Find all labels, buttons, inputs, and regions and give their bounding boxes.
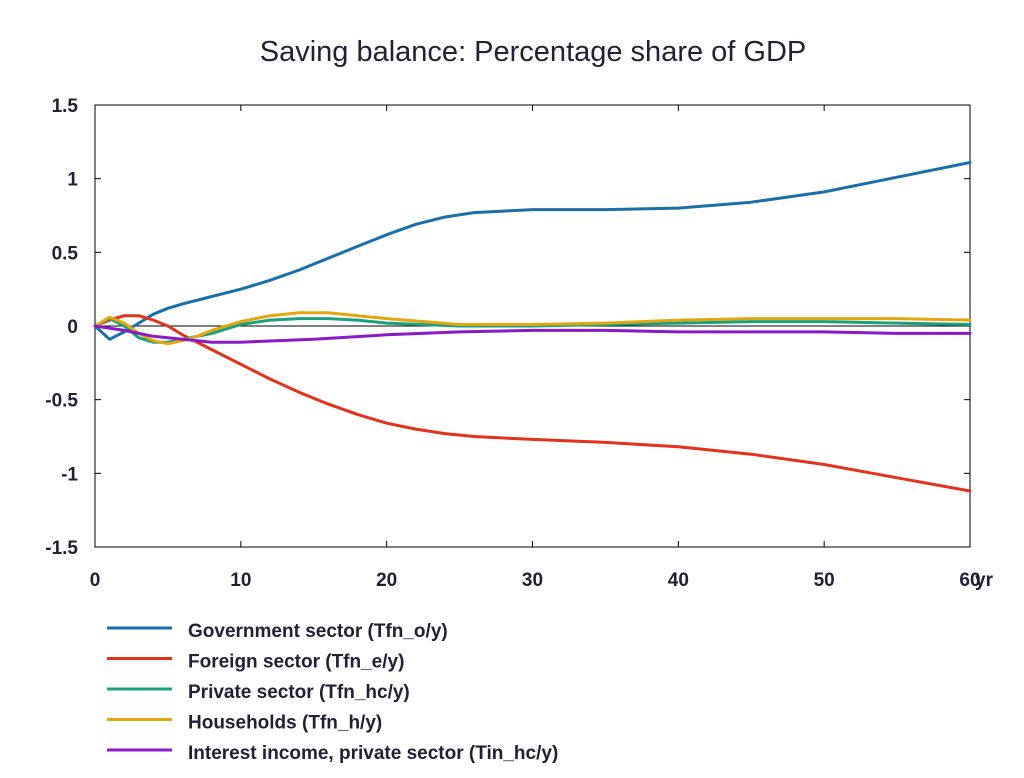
x-tick-label: 40 (668, 570, 689, 591)
series-line-5 (93, 324, 972, 344)
legend: Government sector (Tfn_o/y) Foreign secto… (107, 621, 558, 764)
x-tick-label: 50 (814, 570, 835, 591)
chart-title: Saving balance: Percentage share of GDP (260, 36, 807, 68)
y-tick-label: 0 (67, 317, 78, 338)
y-tick-label: -0.5 (45, 391, 78, 412)
x-tick-label: 20 (376, 570, 397, 591)
legend-label-5: Interest income, private sector (Tin_hc/… (188, 743, 558, 764)
legend-label-2: Foreign sector (Tfn_e/y) (188, 652, 404, 673)
series-line-1 (93, 161, 972, 341)
x-tick-label: 0 (90, 570, 101, 591)
y-tick-label: 0.5 (52, 243, 79, 264)
y-tick-label: -1 (61, 464, 78, 485)
y-tick-label: -1.5 (45, 538, 78, 559)
legend-label-4: Households (Tfn_h/y) (188, 713, 382, 734)
x-unit-label: yr (975, 570, 994, 591)
x-tick-label: 30 (522, 570, 543, 591)
series-line-2 (93, 314, 972, 493)
series-line-3 (93, 317, 972, 344)
legend-label-3: Private sector (Tfn_hc/y) (188, 682, 410, 703)
x-tick-label: 10 (230, 570, 251, 591)
series-line-4 (93, 311, 972, 346)
y-tick-label: 1.5 (52, 96, 79, 117)
legend-label-1: Government sector (Tfn_o/y) (188, 621, 448, 642)
x-tick-label: 60 (959, 570, 980, 591)
y-tick-label: 1 (67, 170, 78, 191)
